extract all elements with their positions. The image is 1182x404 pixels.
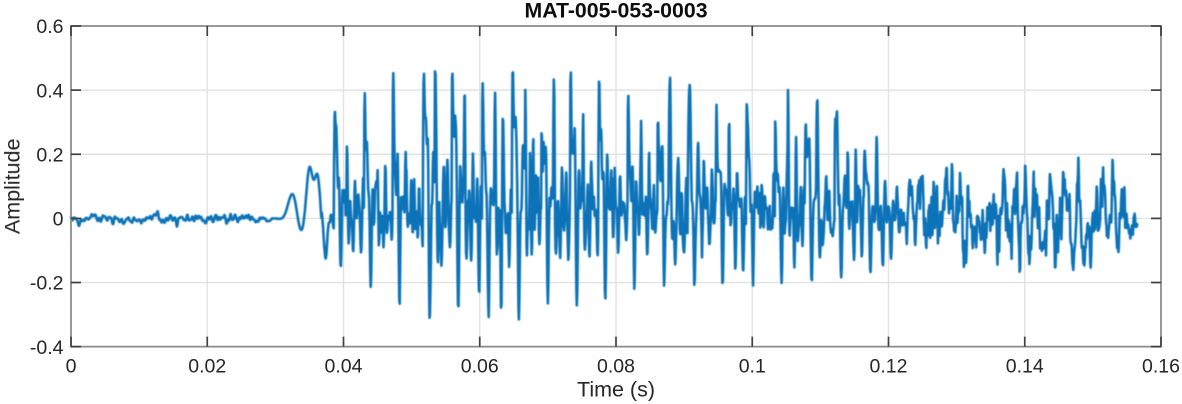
svg-text:0.04: 0.04 — [325, 356, 363, 378]
svg-text:0.14: 0.14 — [1006, 356, 1044, 378]
svg-text:0: 0 — [53, 209, 64, 231]
svg-text:0.12: 0.12 — [870, 356, 908, 378]
svg-text:0.08: 0.08 — [597, 356, 635, 378]
svg-text:0.2: 0.2 — [36, 144, 63, 166]
svg-text:0.06: 0.06 — [461, 356, 499, 378]
svg-text:0.1: 0.1 — [739, 356, 766, 378]
svg-text:0.16: 0.16 — [1142, 356, 1180, 378]
svg-text:-0.4: -0.4 — [30, 337, 64, 359]
svg-text:-0.2: -0.2 — [30, 273, 64, 295]
svg-text:Amplitude: Amplitude — [1, 138, 25, 234]
svg-text:MAT-005-053-0003: MAT-005-053-0003 — [524, 0, 707, 23]
svg-text:0: 0 — [66, 356, 77, 378]
svg-text:0.02: 0.02 — [188, 356, 226, 378]
svg-text:Time (s): Time (s) — [577, 378, 655, 402]
svg-text:0.4: 0.4 — [36, 80, 63, 102]
svg-text:0.6: 0.6 — [36, 16, 63, 38]
